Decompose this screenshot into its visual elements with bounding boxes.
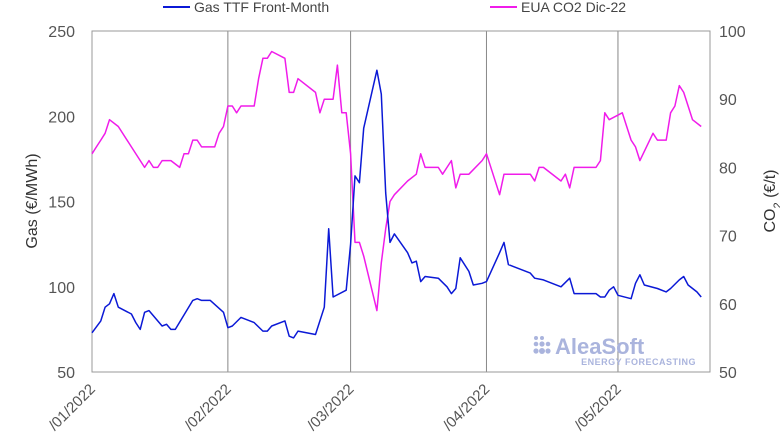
y-left-tick-label: 50 bbox=[57, 365, 75, 382]
y-right-tick-label: 100 bbox=[719, 24, 746, 41]
y-axis-right-title: CO2 (€/t) bbox=[762, 169, 780, 232]
y-left-tick-label: 200 bbox=[48, 109, 75, 126]
logo-tagline: ENERGY FORECASTING bbox=[581, 357, 696, 367]
logo-name: AleaSoft bbox=[555, 334, 645, 359]
series-line-co2 bbox=[91, 50, 702, 312]
x-tick-label: /03/2022 bbox=[304, 381, 357, 434]
y-right-tick-label: 60 bbox=[719, 297, 737, 314]
series-line-gas bbox=[91, 69, 702, 339]
series bbox=[91, 50, 702, 339]
y-left-tick-label: 150 bbox=[48, 195, 75, 212]
logo: AleaSoft ENERGY FORECASTING bbox=[533, 334, 696, 367]
x-axis: /01/2022/02/2022/03/2022/04/2022/05/2022 bbox=[46, 381, 625, 434]
x-tick-label: /02/2022 bbox=[181, 381, 234, 434]
x-tick-label: /05/2022 bbox=[571, 381, 624, 434]
x-tick-label: /01/2022 bbox=[46, 381, 99, 434]
y-right-tick-label: 80 bbox=[719, 160, 737, 177]
grid bbox=[227, 31, 619, 372]
y-right-tick-label: 50 bbox=[719, 365, 737, 382]
logo-dots-icon bbox=[533, 336, 551, 354]
y-left-tick-label: 250 bbox=[48, 24, 75, 41]
x-tick-label: /04/2022 bbox=[440, 381, 493, 434]
legend-label-gas: Gas TTF Front-Month bbox=[194, 0, 329, 15]
y-axis-left: 50 100 150 200 250 bbox=[48, 24, 75, 382]
legend-label-co2: EUA CO2 Dic-22 bbox=[521, 0, 626, 15]
y-left-tick-label: 100 bbox=[48, 280, 75, 297]
plot-frame bbox=[91, 30, 711, 373]
legend: Gas TTF Front-Month EUA CO2 Dic-22 bbox=[163, 0, 626, 15]
y-axis-right: 50 60 70 80 90 100 bbox=[719, 24, 746, 382]
y-right-tick-label: 70 bbox=[719, 229, 737, 246]
y-right-tick-label: 90 bbox=[719, 92, 737, 109]
y-axis-left-title: Gas (€/MWh) bbox=[24, 153, 41, 248]
